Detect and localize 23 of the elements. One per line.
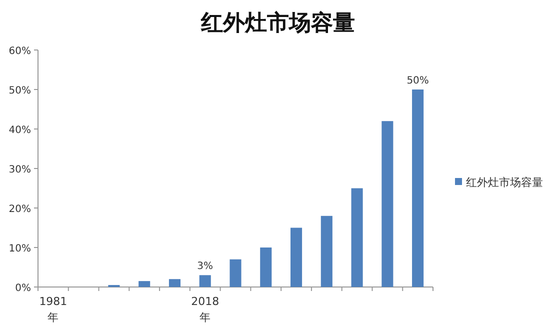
bar [351, 188, 363, 287]
data-label: 50% [406, 76, 429, 86]
y-tick-label: 0% [15, 283, 31, 294]
chart-title: 红外灶市场容量 [200, 10, 355, 36]
x-tick-label: 2018 年 [191, 295, 220, 324]
bar [138, 281, 150, 287]
bar [260, 248, 272, 287]
x-tick-label: 1981 年 [39, 295, 68, 324]
legend-label: 红外灶市场容量 [466, 176, 543, 189]
y-tick-label: 10% [8, 244, 31, 254]
bar [320, 216, 332, 287]
bar [382, 121, 394, 287]
bar [412, 90, 424, 287]
y-tick-label: 30% [8, 164, 31, 176]
y-tick-label: 20% [8, 204, 31, 215]
y-tick-label: 40% [8, 125, 31, 136]
bar [168, 279, 181, 287]
bar [290, 228, 302, 287]
data-label: 3% [197, 261, 214, 272]
bar [199, 275, 211, 287]
bar [230, 259, 242, 287]
y-tick-label: 60% [8, 46, 31, 57]
y-tick-label: 50% [8, 86, 31, 96]
